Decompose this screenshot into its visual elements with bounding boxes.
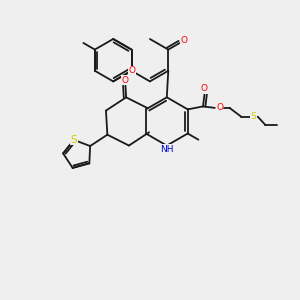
Text: O: O <box>216 103 223 112</box>
Text: S: S <box>251 112 256 121</box>
Text: O: O <box>122 76 129 85</box>
Text: NH: NH <box>160 145 174 154</box>
Text: O: O <box>201 84 208 93</box>
Text: S: S <box>70 135 77 145</box>
Text: O: O <box>181 36 188 45</box>
Text: O: O <box>128 66 135 75</box>
